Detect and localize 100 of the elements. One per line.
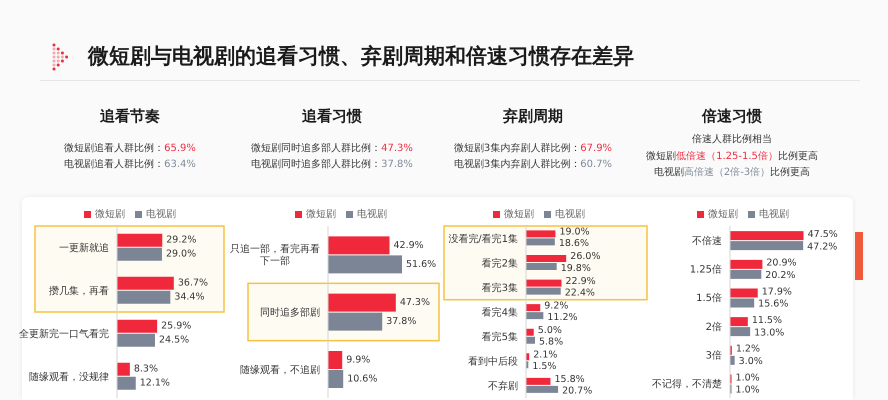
data-label: 1.0% <box>736 372 760 384</box>
data-label: 15.6% <box>758 298 788 310</box>
y-tick-label: 看完3集 <box>482 282 518 294</box>
data-label: 5.0% <box>538 324 562 336</box>
data-label: 36.7% <box>178 278 208 289</box>
data-label: 20.2% <box>765 270 796 281</box>
bar <box>730 317 748 326</box>
data-label: 19.0% <box>559 226 590 238</box>
data-label: 26.0% <box>570 251 600 262</box>
bar <box>526 328 534 336</box>
text: 微短剧同时追多部人群比例：47.3% <box>251 142 413 154</box>
text: 微短剧3集内弃剧人群比例：67.9% <box>454 142 612 154</box>
bar <box>730 260 762 269</box>
bar <box>117 290 170 304</box>
bar <box>730 327 750 336</box>
y-tick-label: 看完5集 <box>482 331 518 344</box>
bar <box>117 334 155 347</box>
text: 微短剧低倍速（1.25-1.5倍）比例更高 <box>646 150 818 162</box>
y-tick-label: 随缘观看，没规律 <box>29 371 109 383</box>
y-tick-label: 看完4集 <box>482 306 518 318</box>
data-label: 2.1% <box>533 350 558 361</box>
y-tick-label: 攒几集，再看 <box>49 285 109 297</box>
data-label: 25.9% <box>161 320 192 332</box>
legend-label: 电视剧 <box>357 209 387 220</box>
y-tick-label: 不记得，不清楚 <box>652 378 722 390</box>
bar <box>730 288 758 298</box>
data-label: 15.8% <box>554 374 585 386</box>
data-label: 9.2% <box>544 300 568 312</box>
text: 微短剧与电视剧的追看习惯、弃剧周期和倍速习惯存在差异 <box>88 44 634 68</box>
bar <box>117 320 158 333</box>
data-label: 11.5% <box>752 315 782 326</box>
bar <box>526 304 540 312</box>
text: 微短剧追看人群比例：65.9% <box>64 142 196 154</box>
legend-label: 电视剧 <box>555 209 585 220</box>
data-label: 1.0% <box>736 384 760 396</box>
data-label: 20.9% <box>766 258 797 269</box>
y-tick-label: 同时追多部剧 <box>260 306 320 318</box>
text: 倍速人群比例相当 <box>692 134 772 146</box>
legend-label: 微短剧 <box>95 209 125 220</box>
bar <box>526 386 558 393</box>
data-label: 5.8% <box>538 336 564 348</box>
legend-label: 微短剧 <box>504 209 534 220</box>
text: 电视剧追看人群比例：63.4% <box>64 159 196 170</box>
y-tick-label: 不倍速 <box>692 234 722 247</box>
chart-title: 倍速习惯 <box>702 107 762 125</box>
y-tick-label: 1.5倍 <box>696 292 722 304</box>
bar <box>117 248 162 261</box>
bar <box>526 288 561 295</box>
data-label: 34.4% <box>174 292 205 303</box>
bar <box>328 236 390 254</box>
data-label: 10.6% <box>347 373 378 384</box>
bar <box>526 312 544 320</box>
legend-label: 电视剧 <box>759 209 789 220</box>
y-tick-label: 2倍 <box>706 320 722 333</box>
text: 电视剧3集内弃剧人群比例：60.7% <box>454 159 612 170</box>
bar <box>526 262 557 270</box>
legend-label: 电视剧 <box>146 209 176 220</box>
bar <box>730 270 762 279</box>
legend-label: 微短剧 <box>306 209 336 220</box>
bar <box>526 230 556 238</box>
bar <box>328 350 342 369</box>
y-tick-label: 没看完/看完1集 <box>448 232 518 245</box>
data-label: 9.9% <box>346 354 370 366</box>
data-label: 13.0% <box>754 327 784 338</box>
bar <box>328 370 344 388</box>
data-label: 3.0% <box>738 356 763 367</box>
data-label: 1.2% <box>736 344 760 355</box>
data-label: 1.5% <box>532 361 556 372</box>
y-tick-label: 不弃剧 <box>488 380 518 392</box>
data-label: 51.6% <box>406 258 436 270</box>
bar <box>526 280 562 287</box>
y-tick-label: 全更新完一口气看完 <box>19 328 109 340</box>
bar <box>730 298 754 308</box>
data-label: 29.0% <box>166 248 196 260</box>
bar <box>328 312 382 331</box>
bar <box>328 294 396 312</box>
bar <box>117 276 174 290</box>
y-tick-label: 一更新就追 <box>59 242 109 254</box>
bar <box>117 376 136 390</box>
bar <box>730 231 804 240</box>
bar <box>526 238 555 246</box>
data-label: 29.2% <box>166 234 196 246</box>
data-label: 47.5% <box>808 229 838 240</box>
data-label: 20.7% <box>562 386 592 397</box>
bar <box>526 353 530 360</box>
data-label: 37.8% <box>386 316 416 328</box>
data-label: 18.6% <box>558 238 590 250</box>
bar <box>526 336 535 344</box>
legend-label: 微短剧 <box>708 209 738 220</box>
y-tick-label: 看到中后段 <box>468 356 518 368</box>
data-label: 11.2% <box>547 312 578 323</box>
bar <box>526 254 566 262</box>
bar <box>117 234 162 247</box>
data-label: 22.4% <box>564 287 595 298</box>
y-tick-label: 看完2集 <box>482 257 518 270</box>
y-tick-label: 只追一部，看完再看下一部 <box>230 243 320 268</box>
y-tick-label: 1.25倍 <box>690 264 722 276</box>
data-label: 47.2% <box>807 241 838 252</box>
data-label: 12.1% <box>140 378 170 389</box>
chart-title: 弃剧周期 <box>503 107 563 125</box>
